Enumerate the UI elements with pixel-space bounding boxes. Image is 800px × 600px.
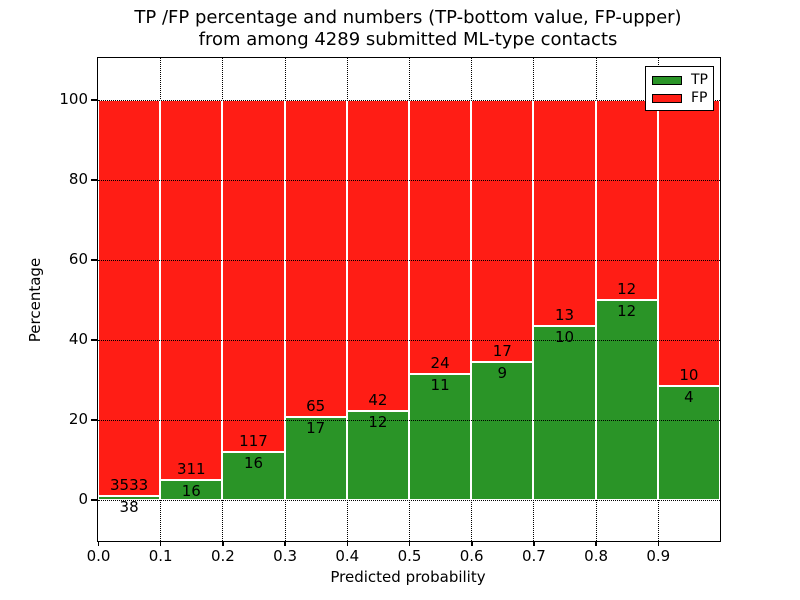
bar-fp-segment — [595, 100, 658, 300]
gridline-horizontal — [98, 180, 720, 181]
gridline-horizontal — [98, 340, 720, 341]
fp-color-swatch — [652, 93, 682, 103]
legend-label-fp: FP — [691, 90, 708, 106]
plot-area: 3533 38 311 16 117 16 65 17 42 12 24 11 17 9 13 10 12 12 1… — [97, 57, 721, 542]
bar-tp-segment — [657, 385, 720, 500]
x-tick-mark — [97, 541, 100, 546]
y-tick-label: 80 — [68, 170, 88, 188]
bar-fp-segment — [284, 100, 347, 418]
bar-label-tp-count: 9 — [497, 363, 508, 382]
bar-label-tp-count: 10 — [554, 328, 575, 347]
x-tick-mark — [284, 541, 286, 546]
x-tick-label: 0.4 — [335, 547, 360, 565]
bar-label-tp-count: 12 — [368, 413, 388, 432]
bar-fp-segment — [98, 100, 161, 496]
bar-label-tp-count: 17 — [306, 419, 326, 438]
bar-fp-segment — [471, 100, 534, 362]
x-tick-label: 0.5 — [397, 547, 422, 565]
plot-canvas: 3533 38 311 16 117 16 65 17 42 12 24 11 17 9 13 10 12 12 1… — [98, 58, 720, 541]
bar-label-fp-count: 42 — [368, 391, 388, 410]
bar-tp-segment — [160, 480, 223, 500]
bar-label-tp-count: 12 — [617, 302, 637, 320]
bar-label-fp-count: 10 — [679, 365, 699, 384]
bar-label-tp-count: 38 — [119, 497, 139, 516]
bar-label-tp-count: 11 — [430, 376, 450, 395]
bar-label-fp-count: 117 — [239, 431, 268, 450]
bar-tp-segment — [471, 361, 534, 500]
bar-label-fp-count: 12 — [617, 280, 637, 298]
bar-label-tp-count: 16 — [181, 482, 201, 501]
bar-fp-segment — [346, 100, 409, 412]
x-tick-label: 0.6 — [459, 547, 484, 565]
bar-label-tp-count: 4 — [684, 387, 694, 406]
bar-tp-segment — [222, 451, 285, 500]
bar-fp-segment — [222, 100, 285, 452]
y-tick-mark — [91, 419, 97, 421]
x-tick-label: 0.8 — [584, 547, 609, 565]
bar-tp-segment — [595, 300, 658, 500]
x-tick-mark — [159, 541, 162, 546]
x-tick-mark — [595, 541, 597, 546]
y-tick-mark — [91, 499, 97, 501]
chart-title-line2: from among 4289 submitted ML-type contac… — [198, 29, 618, 50]
bar-label-fp-count: 24 — [430, 354, 450, 373]
bar-label-fp-count: 17 — [492, 341, 512, 360]
bar-tp-segment — [409, 374, 472, 500]
x-tick-label: 0.2 — [210, 547, 235, 565]
legend-label-tp: TP — [691, 72, 708, 88]
bar-label-fp-count: 13 — [554, 306, 575, 325]
bar-fp-segment — [409, 100, 472, 375]
x-tick-label: 0.3 — [273, 547, 298, 565]
y-tick-mark — [91, 259, 97, 261]
x-tick-mark — [346, 541, 349, 546]
x-tick-label: 0.1 — [148, 547, 173, 565]
x-tick-label: 0.9 — [646, 547, 671, 565]
gridline-horizontal — [98, 100, 720, 101]
y-tick-mark — [91, 99, 97, 101]
x-tick-label: 0.7 — [521, 547, 546, 565]
y-tick-mark — [91, 179, 97, 181]
gridline-horizontal — [98, 500, 720, 501]
y-axis-label: Percentage — [26, 257, 44, 343]
gridline-horizontal — [98, 260, 720, 261]
gridline-horizontal — [98, 420, 720, 421]
x-axis-label: Predicted probability — [330, 568, 486, 586]
bar-tp-segment — [346, 411, 409, 500]
y-tick-mark — [91, 339, 97, 341]
y-tick-label: 100 — [59, 90, 88, 108]
bar-label-tp-count: 16 — [243, 453, 264, 472]
bar-tp-segment — [533, 326, 596, 500]
y-tick-label: 20 — [68, 410, 88, 428]
bar-label-fp-count: 65 — [306, 397, 326, 416]
bar-label-fp-count: 3533 — [110, 475, 149, 494]
bar-tp-segment — [98, 495, 161, 500]
x-tick-mark — [533, 541, 535, 546]
bar-label-fp-count: 311 — [176, 460, 206, 479]
x-tick-mark — [222, 541, 224, 546]
x-tick-mark — [657, 541, 660, 546]
x-tick-label: 0.0 — [86, 547, 111, 565]
y-tick-label: 40 — [68, 330, 88, 348]
y-tick-label: 0 — [78, 490, 88, 508]
chart-title-line1: TP /FP percentage and numbers (TP-bottom… — [134, 7, 682, 28]
x-tick-mark — [471, 541, 473, 546]
x-tick-mark — [408, 541, 411, 546]
bar-tp-segment — [284, 417, 347, 500]
bar-fp-segment — [533, 100, 596, 327]
bar-fp-segment — [160, 100, 223, 481]
legend-item-tp: TP — [652, 71, 708, 89]
tp-color-swatch — [652, 75, 682, 85]
bar-fp-segment — [657, 100, 720, 386]
y-tick-label: 60 — [68, 250, 88, 268]
legend-item-fp: FP — [652, 89, 708, 107]
legend: TP FP — [645, 66, 714, 111]
